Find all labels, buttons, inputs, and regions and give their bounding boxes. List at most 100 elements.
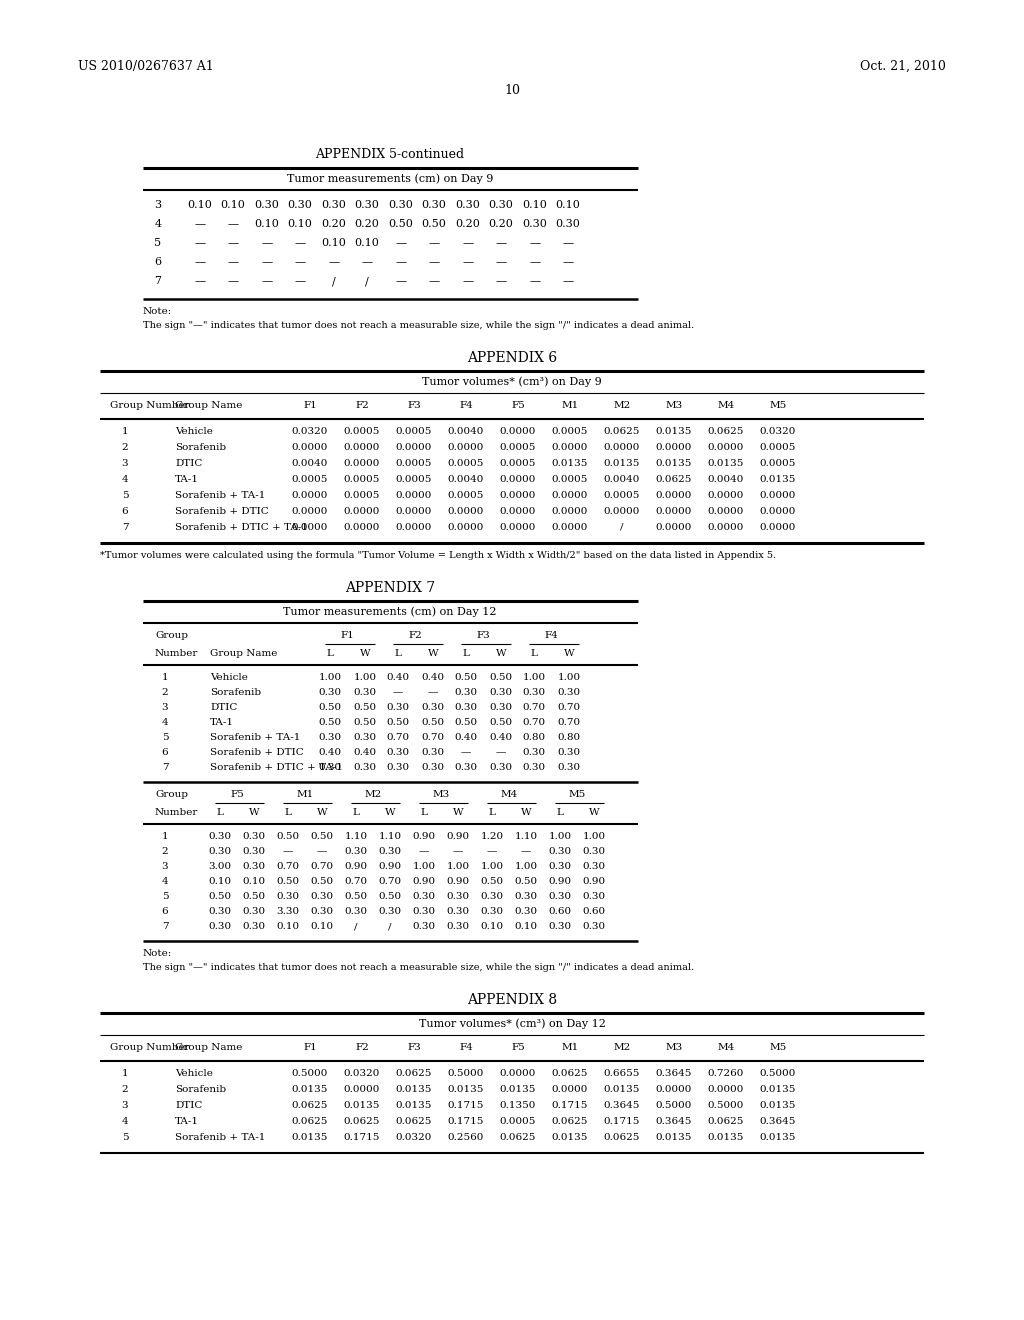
Text: 0.10: 0.10 xyxy=(556,201,581,210)
Text: 0.30: 0.30 xyxy=(583,847,605,855)
Text: 1: 1 xyxy=(122,1069,128,1078)
Text: 0.70: 0.70 xyxy=(522,704,546,711)
Text: 0.30: 0.30 xyxy=(583,921,605,931)
Text: 0.30: 0.30 xyxy=(255,201,280,210)
Text: —: — xyxy=(463,276,473,286)
Text: 0.30: 0.30 xyxy=(456,201,480,210)
Text: 0.30: 0.30 xyxy=(556,219,581,228)
Text: 0.0040: 0.0040 xyxy=(447,426,484,436)
Text: 0.50: 0.50 xyxy=(455,673,477,682)
Text: 0.3645: 0.3645 xyxy=(655,1117,692,1126)
Text: 0.0005: 0.0005 xyxy=(396,459,432,469)
Text: 0.0005: 0.0005 xyxy=(500,1117,537,1126)
Text: M1: M1 xyxy=(296,789,313,799)
Text: 0.0005: 0.0005 xyxy=(552,475,588,484)
Text: 0.10: 0.10 xyxy=(322,238,346,248)
Text: 0.30: 0.30 xyxy=(514,907,538,916)
Text: 0.30: 0.30 xyxy=(379,907,401,916)
Text: 0.0000: 0.0000 xyxy=(708,491,744,500)
Text: —: — xyxy=(562,257,573,267)
Text: 0.0320: 0.0320 xyxy=(344,1069,380,1078)
Text: 0.30: 0.30 xyxy=(413,921,435,931)
Text: 6: 6 xyxy=(162,748,168,756)
Text: —: — xyxy=(261,257,272,267)
Text: 0.30: 0.30 xyxy=(549,862,571,871)
Text: 2: 2 xyxy=(122,444,128,451)
Text: 0.30: 0.30 xyxy=(318,763,342,772)
Text: 0.0000: 0.0000 xyxy=(344,459,380,469)
Text: 1.00: 1.00 xyxy=(318,673,342,682)
Text: 0.0625: 0.0625 xyxy=(604,426,640,436)
Text: 1.00: 1.00 xyxy=(514,862,538,871)
Text: 0.0135: 0.0135 xyxy=(396,1085,432,1094)
Text: 0.0000: 0.0000 xyxy=(552,523,588,532)
Text: 3.00: 3.00 xyxy=(209,862,231,871)
Text: 0.70: 0.70 xyxy=(386,733,410,742)
Text: 0.10: 0.10 xyxy=(255,219,280,228)
Text: Group: Group xyxy=(155,789,188,799)
Text: 0.0135: 0.0135 xyxy=(292,1085,328,1094)
Text: 0.0005: 0.0005 xyxy=(396,426,432,436)
Text: 0.0625: 0.0625 xyxy=(396,1117,432,1126)
Text: 0.30: 0.30 xyxy=(310,892,334,902)
Text: 0.0005: 0.0005 xyxy=(552,426,588,436)
Text: 0.30: 0.30 xyxy=(549,921,571,931)
Text: L: L xyxy=(285,808,292,817)
Text: 0.30: 0.30 xyxy=(209,847,231,855)
Text: Note:: Note: xyxy=(143,949,172,958)
Text: —: — xyxy=(496,276,507,286)
Text: 4: 4 xyxy=(162,876,168,886)
Text: 0.10: 0.10 xyxy=(276,921,300,931)
Text: 0.30: 0.30 xyxy=(455,704,477,711)
Text: M4: M4 xyxy=(718,401,734,411)
Text: 0.30: 0.30 xyxy=(322,201,346,210)
Text: —: — xyxy=(562,238,573,248)
Text: 0.1715: 0.1715 xyxy=(604,1117,640,1126)
Text: 0.30: 0.30 xyxy=(480,892,504,902)
Text: 0.0000: 0.0000 xyxy=(500,426,537,436)
Text: W: W xyxy=(453,808,463,817)
Text: 0.30: 0.30 xyxy=(413,892,435,902)
Text: 0.0000: 0.0000 xyxy=(500,523,537,532)
Text: 0.0005: 0.0005 xyxy=(604,491,640,500)
Text: 0.30: 0.30 xyxy=(243,847,265,855)
Text: 0.0000: 0.0000 xyxy=(447,444,484,451)
Text: F4: F4 xyxy=(459,401,473,411)
Text: L: L xyxy=(327,649,334,657)
Text: 0.50: 0.50 xyxy=(243,892,265,902)
Text: 0.30: 0.30 xyxy=(557,763,581,772)
Text: 0.0135: 0.0135 xyxy=(655,1133,692,1142)
Text: —: — xyxy=(496,748,506,756)
Text: 0.40: 0.40 xyxy=(422,673,444,682)
Text: 0.20: 0.20 xyxy=(456,219,480,228)
Text: M2: M2 xyxy=(613,1043,631,1052)
Text: 0.90: 0.90 xyxy=(413,876,435,886)
Text: *Tumor volumes were calculated using the formula "Tumor Volume = Length x Width : *Tumor volumes were calculated using the… xyxy=(100,550,776,560)
Text: 0.1715: 0.1715 xyxy=(447,1101,484,1110)
Text: 0.50: 0.50 xyxy=(480,876,504,886)
Text: —: — xyxy=(295,238,305,248)
Text: —: — xyxy=(393,688,403,697)
Text: 0.0000: 0.0000 xyxy=(760,523,797,532)
Text: 0.0000: 0.0000 xyxy=(396,491,432,500)
Text: 0.30: 0.30 xyxy=(386,704,410,711)
Text: 0.30: 0.30 xyxy=(288,201,312,210)
Text: The sign "—" indicates that tumor does not reach a measurable size, while the si: The sign "—" indicates that tumor does n… xyxy=(143,321,694,330)
Text: 0.0135: 0.0135 xyxy=(604,1085,640,1094)
Text: Tumor volumes* (cm³) on Day 9: Tumor volumes* (cm³) on Day 9 xyxy=(422,376,602,387)
Text: —: — xyxy=(463,257,473,267)
Text: —: — xyxy=(261,276,272,286)
Text: 0.0040: 0.0040 xyxy=(708,475,744,484)
Text: 0.30: 0.30 xyxy=(422,763,444,772)
Text: 0.90: 0.90 xyxy=(583,876,605,886)
Text: Group Name: Group Name xyxy=(210,649,278,657)
Text: —: — xyxy=(227,257,239,267)
Text: 0.0000: 0.0000 xyxy=(500,1069,537,1078)
Text: 0.0000: 0.0000 xyxy=(344,1085,380,1094)
Text: 0.0000: 0.0000 xyxy=(292,523,328,532)
Text: 0.1715: 0.1715 xyxy=(344,1133,380,1142)
Text: 0.0000: 0.0000 xyxy=(708,523,744,532)
Text: 0.0000: 0.0000 xyxy=(604,507,640,516)
Text: M5: M5 xyxy=(769,1043,786,1052)
Text: 1: 1 xyxy=(162,832,168,841)
